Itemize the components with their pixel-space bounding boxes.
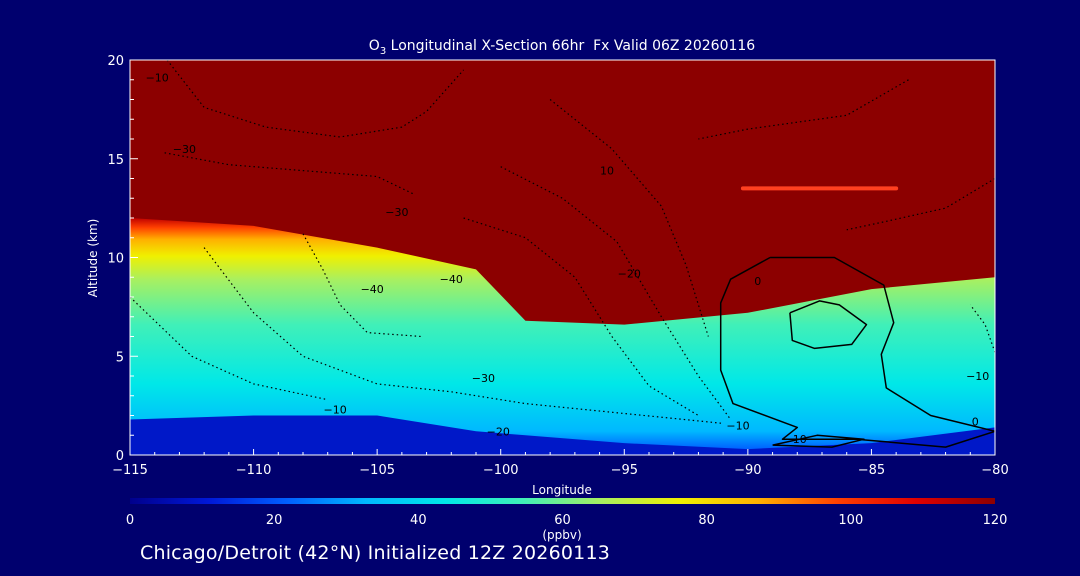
- dotted-contour: [203, 247, 724, 424]
- x-tick-label: −90: [734, 463, 761, 478]
- title-subscript: 3: [380, 46, 386, 57]
- colorbar-tick-label: 0: [126, 513, 134, 528]
- plot-area: −10 −30 −30 10 −40 −40 −20 −30 −10 −20 −10 0 10 −10 0: [130, 60, 995, 455]
- contour-label: −10: [966, 370, 989, 383]
- x-tick-label: −100: [483, 463, 519, 478]
- contour-label: 10: [600, 165, 614, 178]
- contour-label: 0: [754, 275, 761, 288]
- y-tick-label: 20: [107, 54, 124, 69]
- colorbar-tick-label: 60: [554, 513, 571, 528]
- contour-label: −30: [385, 206, 408, 219]
- y-tick-label: 15: [107, 153, 124, 168]
- colorbar: 0 20 40 60 80 100 120 (ppbv): [126, 498, 1008, 542]
- chart-title: O3 Longitudinal X-Section 66hr Fx Valid …: [369, 38, 755, 57]
- dotted-contour: [549, 99, 709, 337]
- y-tick-label: 0: [116, 449, 124, 464]
- y-axis-label: Altitude (km): [86, 219, 100, 298]
- colorbar-tick-label: 80: [698, 513, 715, 528]
- colorbar-tick-label: 20: [266, 513, 283, 528]
- contour-label: −40: [440, 273, 463, 286]
- troposphere-ozone-fill: [130, 218, 995, 455]
- contour-label: 0: [972, 415, 979, 428]
- title-species: O: [369, 38, 380, 54]
- dotted-contour: [164, 152, 415, 195]
- y-tick-label: 5: [116, 350, 124, 365]
- y-tick-label: 10: [107, 252, 124, 267]
- contour-label: 10: [793, 433, 807, 446]
- initialization-footer: Chicago/Detroit (42°N) Initialized 12Z 2…: [140, 542, 611, 564]
- colorbar-tick-label: 120: [983, 513, 1008, 528]
- x-tick-label: −80: [981, 463, 1008, 478]
- contour-label: −20: [487, 425, 510, 438]
- solid-contour-0: [719, 256, 995, 448]
- contour-lines: [130, 60, 995, 448]
- ozone-field: [130, 186, 995, 455]
- contour-label: −20: [618, 267, 641, 280]
- colorbar-tick-label: 100: [838, 513, 863, 528]
- contour-label: −40: [361, 283, 384, 296]
- low-ozone-surface-layer: [130, 415, 995, 455]
- dotted-contour: [463, 217, 699, 417]
- dotted-contour: [969, 304, 995, 353]
- x-tick-label: −110: [236, 463, 272, 478]
- x-tick-label: −105: [359, 463, 395, 478]
- x-axis-label: Longitude: [532, 483, 592, 497]
- contour-label: −10: [324, 404, 347, 417]
- title-rest: Longitudinal X-Section 66hr Fx Valid 06Z…: [386, 38, 755, 54]
- solid-contour-10: [772, 434, 865, 448]
- contour-label: −10: [146, 72, 169, 85]
- x-tick-label: −115: [112, 463, 148, 478]
- contour-label: −30: [173, 143, 196, 156]
- colorbar-ramp: [130, 498, 995, 504]
- contour-label: −30: [472, 372, 495, 385]
- colorbar-tick-label: 40: [410, 513, 427, 528]
- colorbar-units: (ppbv): [542, 528, 581, 542]
- dotted-contour: [846, 177, 995, 231]
- contour-labels: −10 −30 −30 10 −40 −40 −20 −30 −10 −20 −10 0 10 −10 0: [146, 72, 990, 446]
- solid-contour-10: [789, 300, 868, 350]
- dotted-contour: [302, 233, 422, 338]
- x-tick-label: −85: [858, 463, 885, 478]
- contour-label: −10: [726, 419, 749, 432]
- x-tick-label: −95: [611, 463, 638, 478]
